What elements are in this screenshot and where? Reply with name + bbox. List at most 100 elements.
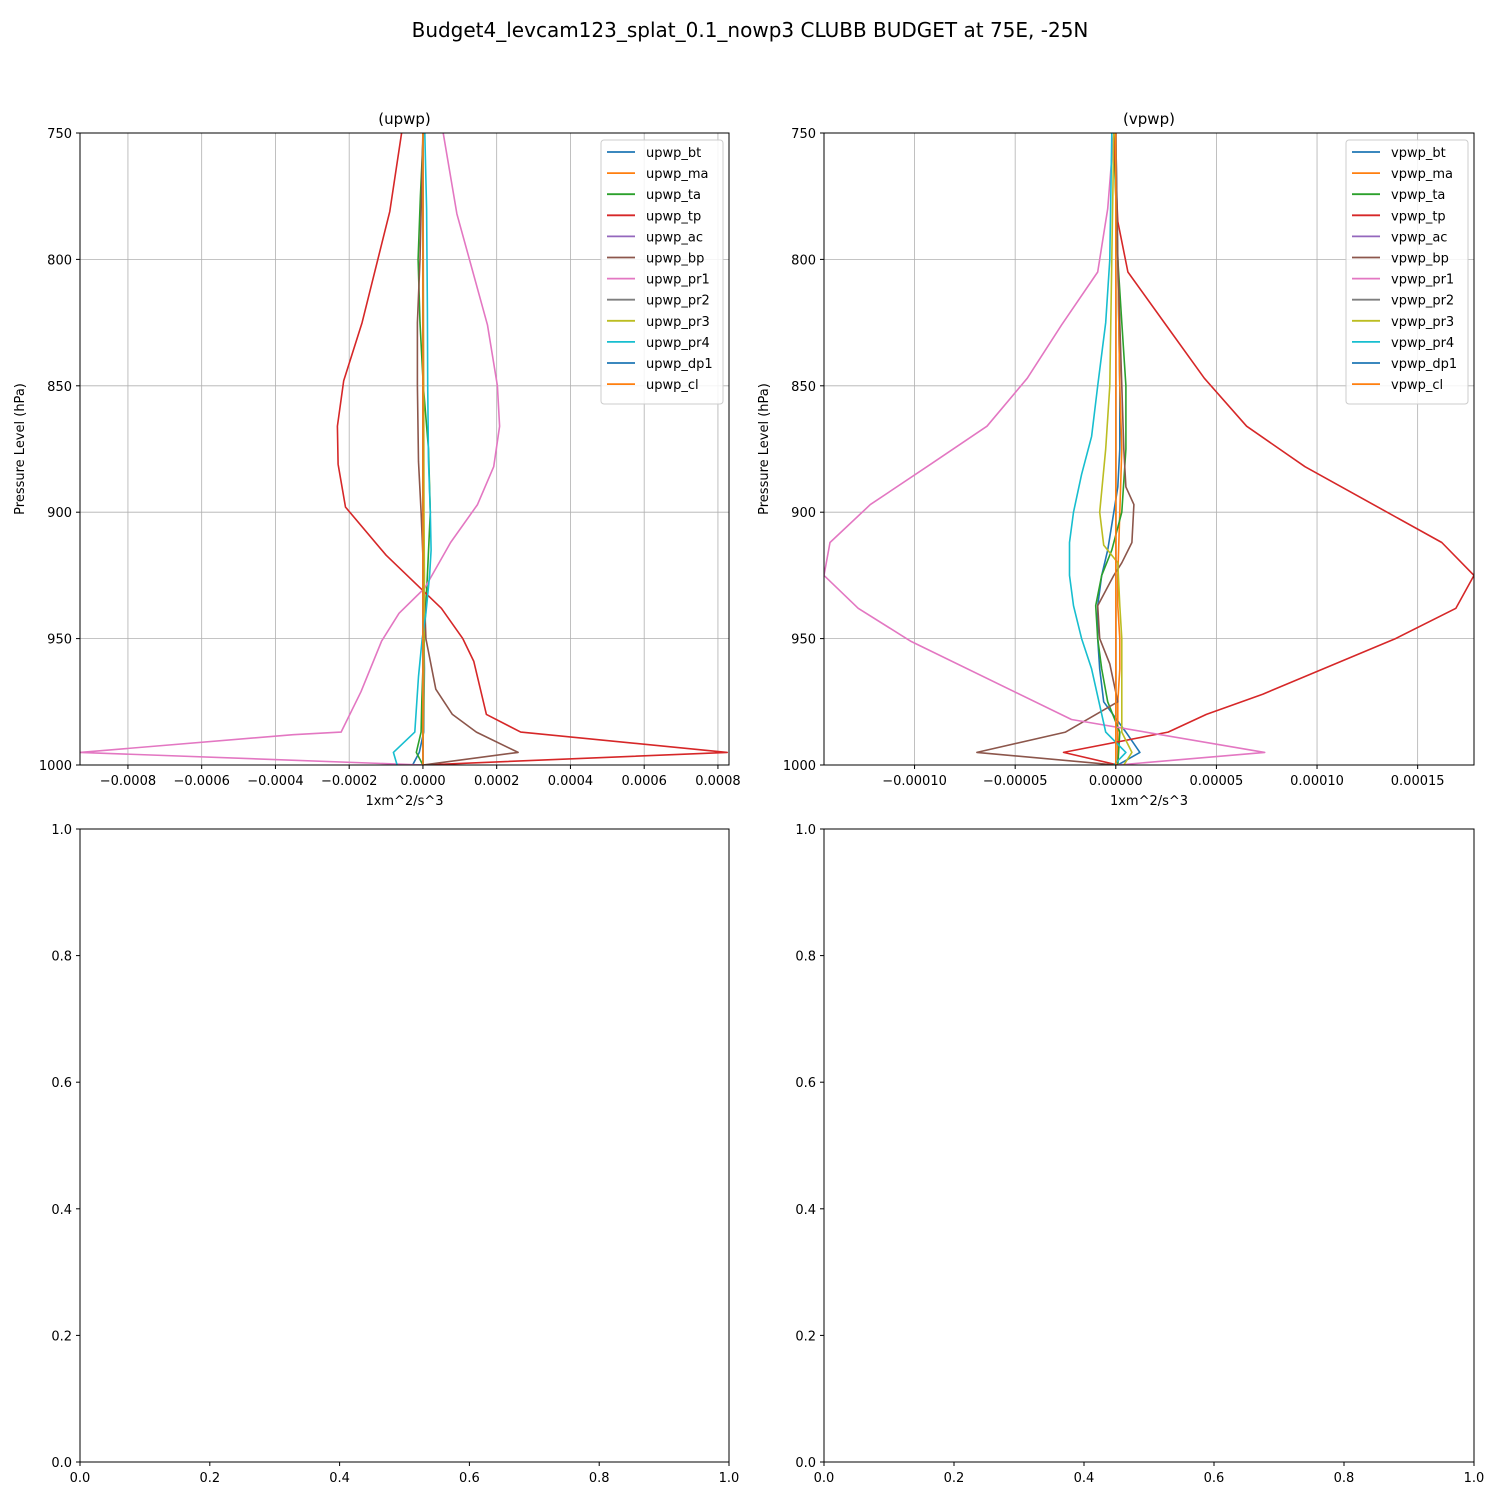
y-tick-label: 750 (47, 127, 72, 142)
legend-label-vpwp_dp1: vpwp_dp1 (1391, 357, 1457, 372)
legend-label-vpwp_ac: vpwp_ac (1391, 230, 1447, 245)
series-line-upwp_pr4 (392, 133, 432, 765)
legend-label-upwp_ac: upwp_ac (646, 230, 703, 245)
y-axis-label: Pressure Level (hPa) (13, 383, 28, 515)
y-tick-label: 0.2 (51, 1329, 72, 1344)
y-tick-label: 0.6 (795, 1076, 816, 1091)
x-tick-label: −0.0004 (247, 774, 303, 789)
x-tick-label: 0.00005 (1190, 774, 1244, 789)
panel-title: (upwp) (378, 110, 431, 128)
plot-area (80, 829, 729, 1462)
x-tick-label: −0.00005 (983, 774, 1048, 789)
series-group (824, 133, 1474, 765)
x-tick-label: 0.00015 (1391, 774, 1445, 789)
legend: vpwp_bt vpwp_ma vpwp_ta vpwp_tp vpwp_ac vpwp_… (1345, 139, 1469, 405)
y-tick-label: 0.4 (795, 1203, 816, 1218)
axes-frame (823, 828, 1475, 1463)
legend-box (1345, 139, 1469, 405)
axes-frame (823, 132, 1475, 766)
y-tick-label: 1000 (783, 759, 816, 774)
legend-label-upwp_bt: upwp_bt (646, 146, 701, 161)
y-tick-label: 800 (47, 253, 72, 268)
series-line-vpwp_pr4 (1068, 133, 1127, 765)
y-tick-label: 950 (791, 633, 816, 648)
x-tick-label: 0.8 (589, 1471, 610, 1486)
x-tick-label: 0.6 (459, 1471, 480, 1486)
legend-box (600, 139, 724, 405)
y-tick-label: 950 (47, 633, 72, 648)
series-line-vpwp_ma (1113, 133, 1123, 765)
legend-label-vpwp_pr4: vpwp_pr4 (1391, 336, 1454, 351)
x-tick-label: −0.00010 (882, 774, 947, 789)
legend-label-vpwp_pr2: vpwp_pr2 (1391, 294, 1454, 309)
y-tick-label: 1.0 (51, 823, 72, 838)
x-tick-label: 0.0 (814, 1471, 835, 1486)
y-axis-label: Pressure Level (hPa) (757, 383, 772, 515)
panel-vpwp: −0.00010 −0.00005 0.00000 0.00005 0.00010 0.0… (757, 110, 1475, 809)
legend-label-upwp_pr3: upwp_pr3 (646, 315, 710, 330)
axes-frame (79, 132, 730, 766)
y-tick-label: 0.0 (51, 1456, 72, 1471)
y-tick-label: 800 (791, 253, 816, 268)
y-tick-label: 900 (47, 506, 72, 521)
x-axis-label: 1xm^2/s^3 (1110, 794, 1188, 809)
series-line-upwp_pr1 (80, 133, 501, 765)
y-tick-label: 850 (791, 380, 816, 395)
x-tick-label: 0.2 (944, 1471, 965, 1486)
x-tick-label: 0.0 (70, 1471, 91, 1486)
y-tick-label: 0.8 (51, 950, 72, 965)
legend-label-upwp_ta: upwp_ta (646, 188, 701, 203)
legend-label-vpwp_ta: vpwp_ta (1391, 188, 1445, 203)
x-tick-label: 0.4 (1074, 1471, 1095, 1486)
legend-label-upwp_ma: upwp_ma (646, 167, 709, 182)
y-tick-label: 0.8 (795, 950, 816, 965)
panel-empty-bottom-right: 0.0 0.2 0.4 0.6 0.8 1.0 0.0 0.2 0.4 0.6 0.8 1.0 (795, 823, 1484, 1486)
axes-frame (79, 828, 730, 1463)
x-tick-label: 0.6 (1204, 1471, 1225, 1486)
legend-label-upwp_tp: upwp_tp (646, 209, 701, 224)
x-tick-label: 0.4 (329, 1471, 350, 1486)
y-tick-label: 1.0 (795, 823, 816, 838)
y-tick-label: 0.0 (795, 1456, 816, 1471)
panel-title: (vpwp) (1123, 110, 1175, 128)
legend-label-upwp_cl: upwp_cl (646, 378, 699, 393)
series-line-vpwp_ta (1094, 133, 1127, 765)
x-tick-label: 0.00000 (1089, 774, 1143, 789)
x-tick-label: −0.0008 (100, 774, 156, 789)
legend-label-upwp_bp: upwp_bp (646, 252, 704, 267)
legend-label-upwp_pr4: upwp_pr4 (646, 336, 710, 351)
x-tick-label: 0.0000 (400, 774, 446, 789)
series-line-upwp_tp (336, 133, 729, 765)
x-tick-label: 0.0006 (621, 774, 667, 789)
panel-empty-bottom-left: 0.0 0.2 0.4 0.6 0.8 1.0 0.0 0.2 0.4 0.6 0.8 1.0 (51, 823, 739, 1486)
x-tick-label: 0.2 (199, 1471, 220, 1486)
legend-label-upwp_pr2: upwp_pr2 (646, 294, 710, 309)
x-tick-label: 0.0002 (474, 774, 520, 789)
y-tick-label: 1000 (39, 759, 72, 774)
x-tick-label: 1.0 (719, 1471, 740, 1486)
x-tick-label: 1.0 (1464, 1471, 1485, 1486)
x-tick-label: 0.0004 (548, 774, 594, 789)
series-group (80, 133, 729, 765)
legend-label-upwp_dp1: upwp_dp1 (646, 357, 713, 372)
series-line-vpwp_pr1 (824, 133, 1266, 765)
series-line-vpwp_pr3 (1098, 133, 1133, 765)
x-axis-label: 1xm^2/s^3 (365, 794, 443, 809)
y-tick-label: 900 (791, 506, 816, 521)
y-tick-label: 750 (791, 127, 816, 142)
y-tick-label: 850 (47, 380, 72, 395)
legend-label-vpwp_bt: vpwp_bt (1391, 146, 1446, 161)
legend: upwp_bt upwp_ma upwp_ta upwp_tp upwp_ac upwp_… (600, 139, 724, 405)
legend-label-vpwp_pr1: vpwp_pr1 (1391, 273, 1454, 288)
x-tick-label: 0.00010 (1290, 774, 1344, 789)
y-tick-label: 0.4 (51, 1203, 72, 1218)
legend-label-vpwp_bp: vpwp_bp (1391, 252, 1449, 267)
plot-area (824, 829, 1474, 1462)
legend-label-upwp_pr1: upwp_pr1 (646, 273, 710, 288)
x-tick-label: 0.8 (1334, 1471, 1355, 1486)
y-tick-label: 0.2 (795, 1329, 816, 1344)
legend-label-vpwp_cl: vpwp_cl (1391, 378, 1443, 393)
x-tick-label: −0.0006 (173, 774, 229, 789)
series-line-vpwp_tp (1062, 133, 1474, 765)
y-tick-label: 0.6 (51, 1076, 72, 1091)
